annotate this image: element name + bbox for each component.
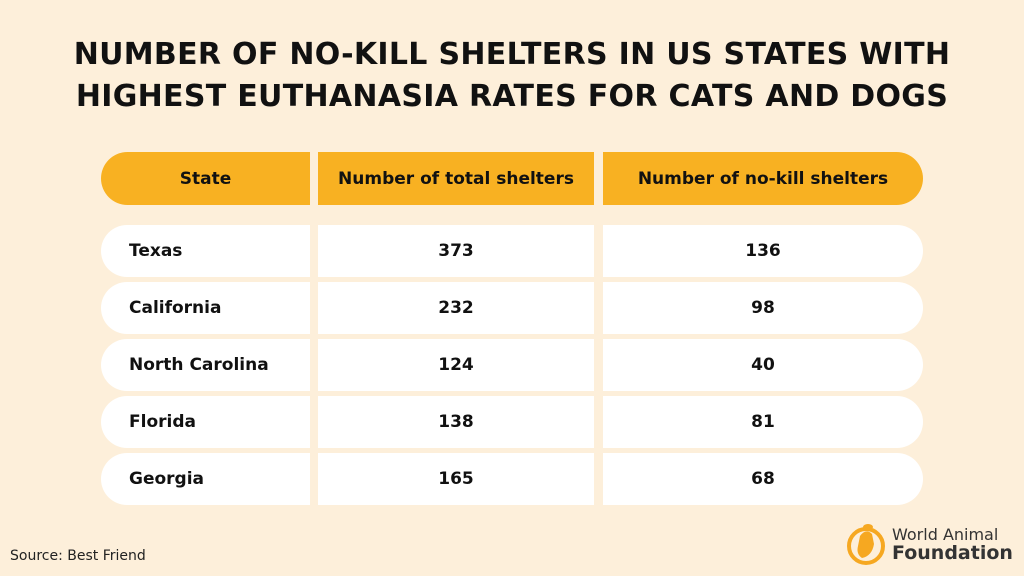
header-total-shelters: Number of total shelters <box>318 152 594 205</box>
header-state: State <box>101 152 310 205</box>
table-cell-no-kill: 98 <box>603 282 923 334</box>
source-note: Source: Best Friend <box>10 548 146 564</box>
table-cell-total: 232 <box>318 282 594 334</box>
table-cell-total: 165 <box>318 453 594 505</box>
table-cell-state: North Carolina <box>101 339 310 391</box>
table-cell-total: 138 <box>318 396 594 448</box>
table-cell-state: Texas <box>101 225 310 277</box>
page-title: NUMBER OF NO-KILL SHELTERS IN US STATES … <box>0 34 1024 118</box>
table-cell-state: Florida <box>101 396 310 448</box>
logo-line-1: World Animal <box>892 525 999 544</box>
header-no-kill-shelters: Number of no-kill shelters <box>603 152 923 205</box>
table-cell-no-kill: 68 <box>603 453 923 505</box>
table-cell-no-kill: 40 <box>603 339 923 391</box>
title-line-2: HIGHEST EUTHANASIA RATES FOR CATS AND DO… <box>75 79 949 114</box>
table-cell-state: Georgia <box>101 453 310 505</box>
title-line-1: NUMBER OF NO-KILL SHELTERS IN US STATES … <box>73 37 951 72</box>
table-cell-state: California <box>101 282 310 334</box>
logo: World Animal Foundation <box>846 522 1013 566</box>
table-cell-no-kill: 136 <box>603 225 923 277</box>
table-cell-total: 373 <box>318 225 594 277</box>
table-cell-total: 124 <box>318 339 594 391</box>
logo-line-2: Foundation <box>892 542 1013 564</box>
table-cell-no-kill: 81 <box>603 396 923 448</box>
animal-logo-icon <box>847 524 885 565</box>
